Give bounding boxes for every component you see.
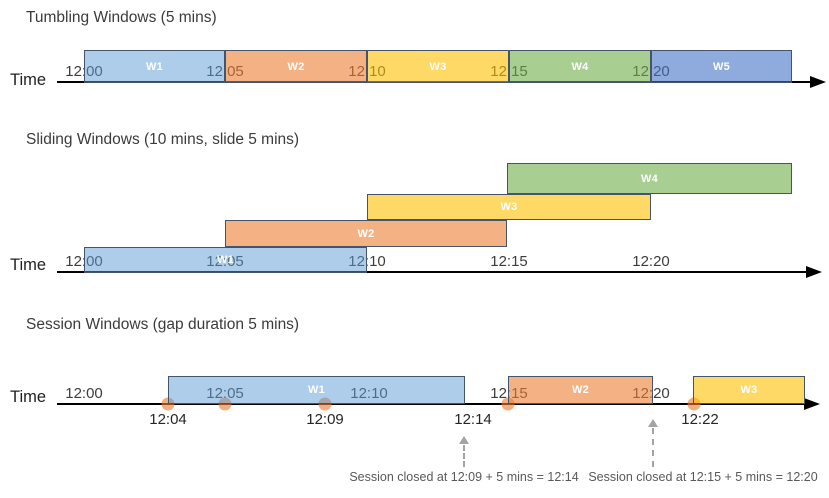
session-close-annotation-2: Session closed at 12:15 + 5 mins = 12:20 [588, 470, 818, 484]
sliding-time-axis-label: Time [10, 256, 47, 274]
sliding-tick-1220: 12:20 [632, 253, 670, 270]
sliding-tick-1215: 12:15 [490, 253, 528, 270]
window-label: W1 [307, 384, 326, 396]
session-axis-arrowhead-icon [804, 398, 820, 410]
annotation-arrow-up-icon [648, 419, 658, 427]
sliding-axis-arrowhead-icon [806, 266, 822, 278]
annotation-arrow-up-icon [459, 436, 469, 444]
annotation-arrow-line [652, 428, 654, 467]
session-time-axis [57, 403, 806, 405]
session-section-title: Session Windows (gap duration 5 mins) [26, 316, 300, 333]
window-label: W1 [216, 254, 235, 266]
tumbling-window-w2: W2 [225, 50, 367, 83]
window-label: W2 [357, 227, 375, 240]
window-label: W3 [740, 384, 758, 396]
sliding-window-w2: W2 [225, 220, 507, 247]
tumbling-time-axis-label: Time [10, 71, 47, 89]
window-label: W4 [571, 60, 589, 73]
sliding-window-w4: W4 [507, 163, 792, 194]
tumbling-window-w5: W5 [651, 50, 792, 83]
window-label: W3 [429, 60, 447, 73]
session-tick-1200: 12:00 [65, 385, 103, 402]
event-time-1222: 12:22 [681, 411, 719, 428]
session-window-w2: W2 [508, 376, 653, 404]
sliding-window-w3: W3 [367, 194, 651, 220]
window-label: W2 [287, 60, 305, 73]
session-close-annotation-1: Session closed at 12:09 + 5 mins = 12:14 [349, 470, 579, 484]
session-time-axis-label: Time [10, 388, 47, 406]
event-time-1204: 12:04 [149, 411, 187, 428]
window-label: W5 [712, 60, 731, 73]
window-label: W2 [571, 384, 590, 396]
tumbling-section-title: Tumbling Windows (5 mins) [26, 9, 217, 26]
tumbling-window-w3: W3 [367, 50, 509, 83]
tumbling-window-w1: W1 [84, 50, 225, 83]
event-time-1209: 12:09 [306, 411, 344, 428]
sliding-window-w1: W1 [84, 247, 367, 273]
annotation-arrow-line [463, 445, 465, 467]
tumbling-window-w4: W4 [509, 50, 651, 83]
window-label: W3 [500, 201, 518, 213]
tumbling-axis-arrowhead-icon [810, 76, 826, 88]
window-label: W1 [145, 60, 164, 73]
close-time-1214: 12:14 [454, 411, 492, 428]
session-window-w1: W1 [168, 376, 465, 404]
sliding-section-title: Sliding Windows (10 mins, slide 5 mins) [26, 131, 300, 148]
sliding-time-axis [57, 271, 808, 273]
window-label: W4 [640, 172, 659, 185]
session-window-w3: W3 [693, 376, 805, 404]
